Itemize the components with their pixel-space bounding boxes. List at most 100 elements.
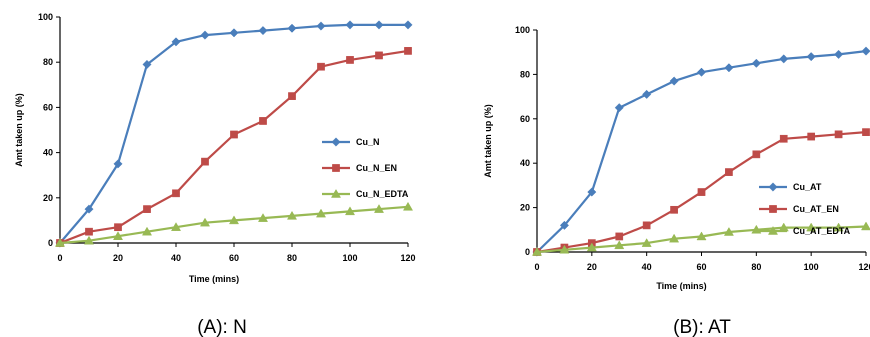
- panel-a-data-point-Cu_N: [287, 23, 297, 33]
- panel-a-data-point-Cu_N_EN: [404, 47, 412, 55]
- panel-b-caption: (B): AT: [673, 317, 731, 337]
- panel-a-data-point-Cu_N_EN: [143, 205, 151, 213]
- panel-a-data-point-Cu_N_EN: [317, 62, 325, 71]
- panel-b-data-point-Cu_AT_EDTA: [806, 222, 817, 232]
- panel-a-data-point-Cu_N_EDTA: [228, 215, 240, 225]
- panel-a-data-point-Cu_N: [229, 28, 239, 38]
- panel-b-y-tick-label: 40: [520, 158, 530, 168]
- panel-b-data-point-Cu_AT: [614, 103, 624, 113]
- panel-a-data-point-Cu_N: [200, 30, 210, 40]
- panel-b-series-line-Cu_AT: [536, 50, 867, 253]
- panel-b-y-tick-label: 20: [520, 203, 530, 213]
- panel-b-data-point-Cu_AT: [559, 220, 569, 230]
- panel-a-data-point-Cu_N_EDTA: [344, 206, 356, 216]
- panel-b-x-tick-label: 80: [751, 262, 761, 272]
- panel-a-data-point-Cu_N_EDTA: [54, 237, 66, 247]
- panel-a-data-point-Cu_N: [374, 20, 384, 30]
- panel-a-data-point-Cu_N_EN: [172, 189, 180, 198]
- panel-b-data-point-Cu_AT_EDTA: [614, 240, 625, 250]
- panel-a-x-tick-label: 80: [287, 253, 297, 263]
- panel-b-data-point-Cu_AT_EN: [862, 128, 870, 136]
- panel-b-legend-marker-Cu_AT_EN: [769, 205, 777, 213]
- panel-b-data-point-Cu_AT_EN: [752, 150, 761, 159]
- panel-b-data-point-Cu_AT_EN: [779, 134, 788, 143]
- panel-b-data-point-Cu_AT: [861, 46, 870, 56]
- panel-a-data-point-Cu_N_EDTA: [83, 235, 95, 245]
- panel-a-data-point-Cu_N: [171, 37, 181, 47]
- panel-a-data-point-Cu_N_EN: [346, 56, 354, 64]
- panel-b-data-point-Cu_AT_EN: [642, 221, 651, 230]
- panel-b-data-point-Cu_AT: [696, 67, 707, 77]
- panel-a-data-point-Cu_N: [258, 26, 268, 36]
- panel-a-data-point-Cu_N_EN: [114, 223, 122, 232]
- panel-a-data-point-Cu_N_EDTA: [141, 226, 153, 236]
- panel-a-legend-label-Cu_N_EN: Cu_N_EN: [356, 163, 397, 173]
- panel-a-y-tick-label: 60: [43, 102, 53, 112]
- panel-b-x-tick-label: 100: [804, 262, 819, 272]
- panel-b-data-point-Cu_AT: [834, 49, 844, 59]
- panel-a-y-tick-label: 0: [48, 238, 53, 248]
- panel-a-x-tick-label: 100: [342, 253, 357, 263]
- panel-a-data-point-Cu_N_EDTA: [170, 222, 182, 231]
- panel-a-data-point-Cu_N_EDTA: [257, 213, 269, 222]
- panel-b-data-point-Cu_AT_EN: [807, 132, 816, 141]
- panel-b-data-point-Cu_AT_EDTA: [833, 222, 844, 232]
- panel-a-data-point-Cu_N_EDTA: [373, 204, 385, 213]
- panel-a-legend-label-Cu_N_EDTA: Cu_N_EDTA: [356, 189, 409, 199]
- panel-b-y-tick-label: 80: [520, 69, 530, 79]
- panel-a-series-line-Cu_N_EDTA: [59, 205, 409, 245]
- panel-a-data-point-Cu_N_EN: [375, 51, 383, 60]
- panel-a-legend-marker-Cu_N_EDTA: [330, 188, 342, 198]
- panel-a-x-tick-label: 60: [229, 253, 239, 263]
- panel-b-y-axis-label: Amt taken up (%): [483, 104, 493, 178]
- panel-a-data-point-Cu_N_EDTA: [112, 231, 124, 240]
- panel-b-data-point-Cu_AT: [751, 58, 761, 68]
- panel-b-data-point-Cu_AT_EN: [615, 232, 624, 241]
- panel-b-data-point-Cu_AT: [806, 52, 816, 62]
- panel-b-x-tick-label: 20: [587, 262, 597, 272]
- panel-a-data-point-Cu_N_EN: [259, 117, 267, 125]
- panel-a-x-tick-label: 20: [113, 253, 123, 263]
- panel-a-caption: (A): N: [197, 317, 247, 337]
- panel-a-data-point-Cu_N: [403, 20, 413, 30]
- panel-b-data-point-Cu_AT: [642, 89, 652, 99]
- panel-a-data-point-Cu_N_EN: [201, 157, 209, 166]
- panel-a-legend-marker-Cu_N: [331, 137, 341, 147]
- panel-a-data-point-Cu_N: [316, 21, 326, 31]
- panel-b-data-point-Cu_AT_EDTA: [531, 246, 543, 256]
- panel-b-data-point-Cu_AT_EDTA: [696, 231, 707, 241]
- panel-b-data-point-Cu_AT_EN: [725, 168, 733, 176]
- panel-a-legend-label-Cu_N: Cu_N: [356, 137, 380, 147]
- panel-b-data-point-Cu_AT_EDTA: [751, 224, 762, 234]
- panel-a-data-point-Cu_N_EN: [230, 130, 238, 139]
- panel-b-x-tick-label: 60: [696, 262, 706, 272]
- panel-a-data-point-Cu_N: [113, 159, 123, 169]
- panel-b-chart: (B): AT 0 20 40 60 80 100 0 20 40 60 80 100 120 Time …: [483, 25, 870, 337]
- panel-b-x-axis-label: Time (mins): [656, 281, 706, 291]
- panel-b-legend-label-Cu_AT_EN: Cu_AT_EN: [793, 204, 839, 214]
- panel-b-y-tick-label: 0: [525, 247, 530, 257]
- panel-a-x-axis-label: Time (mins): [189, 274, 239, 284]
- panel-b-data-point-Cu_AT_EDTA: [723, 227, 734, 236]
- panel-a-y-tick-label: 100: [38, 12, 53, 22]
- panel-b-y-tick-label: 100: [515, 25, 530, 35]
- panel-a-data-point-Cu_N_EDTA: [315, 208, 327, 218]
- panel-a-data-point-Cu_N_EDTA: [286, 210, 298, 220]
- panel-b-data-point-Cu_AT_EDTA: [559, 244, 570, 254]
- panel-b-data-point-Cu_AT_EDTA: [641, 238, 652, 247]
- panel-b-x-tick-label: 120: [858, 262, 870, 272]
- panel-b-data-point-Cu_AT_EN: [697, 188, 706, 196]
- panel-b-data-point-Cu_AT_EDTA: [860, 221, 870, 231]
- panel-a-x-tick-label: 40: [171, 253, 181, 263]
- panel-a-y-tick-label: 80: [43, 57, 53, 67]
- panel-b-data-point-Cu_AT: [669, 76, 679, 86]
- panel-b-legend-label-Cu_AT: Cu_AT: [793, 182, 822, 192]
- panel-b-y-tick-label: 60: [520, 114, 530, 124]
- panel-a-x-tick-label: 0: [57, 253, 62, 263]
- panel-b-data-point-Cu_AT: [587, 187, 597, 197]
- panel-b-x-tick-label: 40: [642, 262, 652, 272]
- panel-b-data-point-Cu_AT: [779, 54, 789, 64]
- panel-a-data-point-Cu_N_EDTA: [402, 201, 414, 211]
- panel-b-data-point-Cu_AT: [724, 63, 734, 73]
